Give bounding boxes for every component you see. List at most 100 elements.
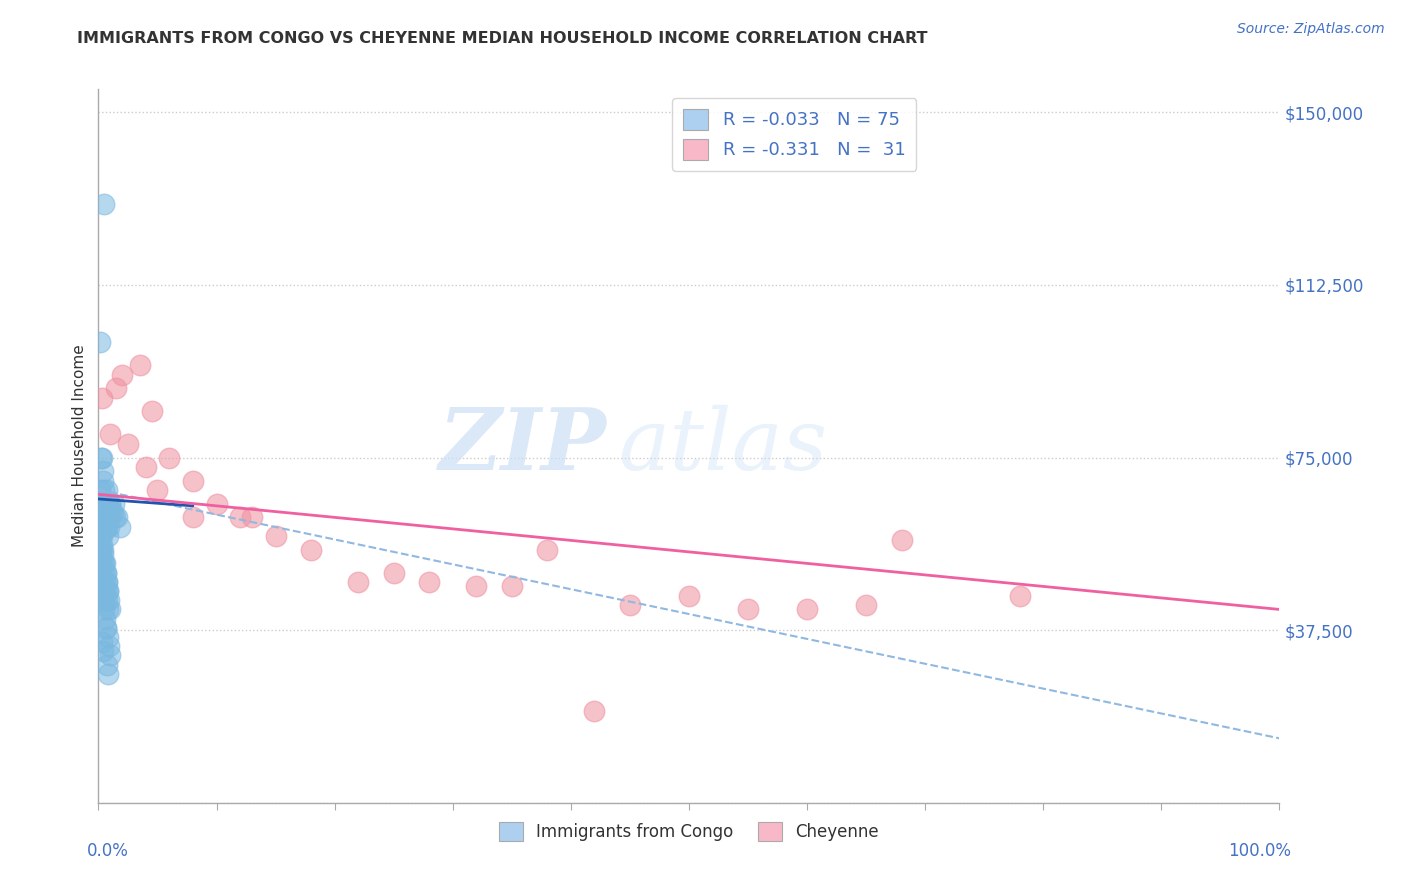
Point [97,506,120,520]
Point [94,566,117,580]
Point [103,497,125,511]
Point [90,529,112,543]
Point [240,510,263,524]
Point [91,464,114,478]
Point [105,381,128,395]
Y-axis label: Median Household Income: Median Household Income [72,344,87,548]
Point [94,574,117,589]
Point [89,519,111,533]
Point [91,497,114,511]
Point [98,497,121,511]
Point [181,474,204,488]
Point [93,557,115,571]
Point [97,640,120,654]
Point [181,510,204,524]
Point [678,589,700,603]
Point [96,483,118,497]
Point [98,519,121,533]
Point [93,483,115,497]
Point [796,602,818,616]
Text: 0.0%: 0.0% [87,842,128,860]
Point [1008,589,1031,603]
Point [100,506,122,520]
Text: ZIP: ZIP [439,404,606,488]
Point [105,510,128,524]
Point [89,335,111,350]
Point [91,644,114,658]
Point [90,450,112,465]
Point [97,602,120,616]
Point [91,474,114,488]
Point [229,510,252,524]
Point [89,483,111,497]
Point [93,547,115,561]
Point [94,510,117,524]
Point [855,598,877,612]
Point [91,634,114,648]
Point [97,584,120,599]
Point [96,657,118,672]
Point [91,391,114,405]
Point [94,519,117,533]
Point [117,436,139,450]
Point [94,621,117,635]
Point [128,359,150,373]
Point [89,529,111,543]
Point [93,497,115,511]
Point [98,648,121,663]
Point [96,497,118,511]
Point [96,574,118,589]
Text: Source: ZipAtlas.com: Source: ZipAtlas.com [1237,22,1385,37]
Point [100,602,122,616]
Point [96,519,118,533]
Point [98,427,121,442]
Point [501,579,523,593]
Point [104,510,127,524]
Point [91,593,114,607]
Point [583,704,606,718]
Point [418,574,440,589]
Point [347,574,370,589]
Point [101,506,124,520]
Point [94,510,117,524]
Point [93,557,115,571]
Point [93,497,115,511]
Point [299,542,322,557]
Point [108,519,131,533]
Point [264,529,287,543]
Point [111,368,134,382]
Point [91,450,114,465]
Point [465,579,488,593]
Text: 100.0%: 100.0% [1229,842,1291,860]
Point [91,542,114,557]
Point [98,497,121,511]
Point [536,542,558,557]
Point [96,574,118,589]
Point [93,602,115,616]
Point [146,483,169,497]
Point [94,506,117,520]
Point [89,519,111,533]
Point [97,666,120,681]
Point [90,584,112,599]
Point [91,506,114,520]
Point [890,533,912,548]
Text: IMMIGRANTS FROM CONGO VS CHEYENNE MEDIAN HOUSEHOLD INCOME CORRELATION CHART: IMMIGRANTS FROM CONGO VS CHEYENNE MEDIAN… [77,31,928,46]
Point [94,612,117,626]
Point [90,542,112,557]
Point [91,557,114,571]
Point [97,497,120,511]
Point [91,538,114,552]
Point [205,497,228,511]
Point [93,566,115,580]
Point [94,566,117,580]
Point [96,593,118,607]
Point [157,450,180,465]
Point [93,197,115,211]
Point [98,510,121,524]
Point [97,630,120,644]
Point [90,542,112,557]
Point [90,510,112,524]
Text: atlas: atlas [619,405,827,487]
Point [94,584,117,599]
